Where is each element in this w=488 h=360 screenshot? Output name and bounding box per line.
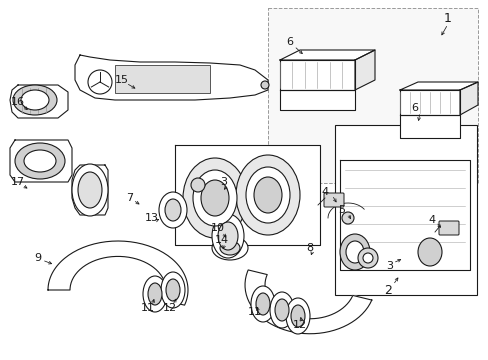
FancyBboxPatch shape bbox=[438, 221, 458, 235]
Ellipse shape bbox=[274, 299, 288, 321]
Text: 3: 3 bbox=[386, 261, 393, 271]
Ellipse shape bbox=[142, 276, 167, 312]
Ellipse shape bbox=[220, 241, 240, 255]
Ellipse shape bbox=[191, 178, 204, 192]
Polygon shape bbox=[280, 90, 354, 110]
Text: 6: 6 bbox=[411, 103, 418, 113]
Ellipse shape bbox=[256, 293, 269, 315]
Polygon shape bbox=[72, 165, 108, 215]
Polygon shape bbox=[48, 241, 187, 305]
Ellipse shape bbox=[159, 192, 186, 228]
Text: 5: 5 bbox=[338, 205, 345, 215]
Bar bbox=[267, 8, 477, 183]
Ellipse shape bbox=[183, 158, 246, 238]
Polygon shape bbox=[280, 60, 354, 90]
Text: 2: 2 bbox=[383, 284, 391, 297]
Bar bbox=[115, 65, 209, 93]
Ellipse shape bbox=[236, 155, 299, 235]
Ellipse shape bbox=[250, 286, 274, 322]
Polygon shape bbox=[339, 160, 469, 270]
Ellipse shape bbox=[193, 170, 237, 226]
Ellipse shape bbox=[362, 253, 372, 263]
Ellipse shape bbox=[285, 298, 309, 334]
Polygon shape bbox=[175, 145, 319, 245]
Polygon shape bbox=[399, 115, 459, 138]
Ellipse shape bbox=[218, 222, 238, 250]
Ellipse shape bbox=[290, 305, 305, 327]
Text: 13: 13 bbox=[145, 213, 159, 223]
Ellipse shape bbox=[269, 292, 293, 328]
Ellipse shape bbox=[212, 236, 247, 260]
Polygon shape bbox=[354, 50, 374, 90]
Text: 6: 6 bbox=[286, 37, 293, 47]
Ellipse shape bbox=[161, 272, 184, 308]
Polygon shape bbox=[244, 270, 371, 334]
Polygon shape bbox=[280, 50, 374, 60]
FancyBboxPatch shape bbox=[324, 193, 343, 207]
Text: 3: 3 bbox=[220, 177, 227, 187]
Ellipse shape bbox=[417, 238, 441, 266]
Text: 16: 16 bbox=[11, 97, 25, 107]
Text: 15: 15 bbox=[115, 75, 129, 85]
Ellipse shape bbox=[245, 167, 289, 223]
Ellipse shape bbox=[341, 212, 353, 224]
Polygon shape bbox=[399, 90, 459, 115]
Polygon shape bbox=[10, 85, 68, 118]
Ellipse shape bbox=[21, 90, 49, 110]
Text: 7: 7 bbox=[126, 193, 133, 203]
Ellipse shape bbox=[15, 143, 65, 179]
Ellipse shape bbox=[72, 164, 108, 216]
Ellipse shape bbox=[24, 150, 56, 172]
Text: 4: 4 bbox=[321, 187, 328, 197]
Text: 11: 11 bbox=[247, 307, 262, 317]
Text: 14: 14 bbox=[215, 235, 228, 245]
Ellipse shape bbox=[339, 234, 369, 270]
Text: 4: 4 bbox=[427, 215, 435, 225]
Ellipse shape bbox=[201, 180, 228, 216]
Ellipse shape bbox=[212, 214, 244, 258]
Text: 10: 10 bbox=[210, 223, 224, 233]
Ellipse shape bbox=[165, 279, 180, 301]
Ellipse shape bbox=[148, 283, 162, 305]
Ellipse shape bbox=[357, 248, 377, 268]
Ellipse shape bbox=[346, 241, 363, 263]
Bar bbox=[334, 125, 476, 295]
Ellipse shape bbox=[78, 172, 102, 208]
Text: 8: 8 bbox=[306, 243, 313, 253]
Text: 12: 12 bbox=[163, 303, 177, 313]
Polygon shape bbox=[399, 82, 477, 90]
Polygon shape bbox=[75, 55, 267, 100]
Polygon shape bbox=[459, 82, 477, 115]
Text: 9: 9 bbox=[34, 253, 41, 263]
Text: 11: 11 bbox=[141, 303, 155, 313]
Ellipse shape bbox=[261, 81, 268, 89]
Polygon shape bbox=[10, 140, 72, 182]
Ellipse shape bbox=[13, 85, 57, 115]
Text: 17: 17 bbox=[11, 177, 25, 187]
Text: 12: 12 bbox=[292, 320, 306, 330]
Ellipse shape bbox=[253, 177, 282, 213]
Ellipse shape bbox=[88, 70, 112, 94]
Text: 1: 1 bbox=[443, 12, 451, 24]
Ellipse shape bbox=[164, 199, 181, 221]
